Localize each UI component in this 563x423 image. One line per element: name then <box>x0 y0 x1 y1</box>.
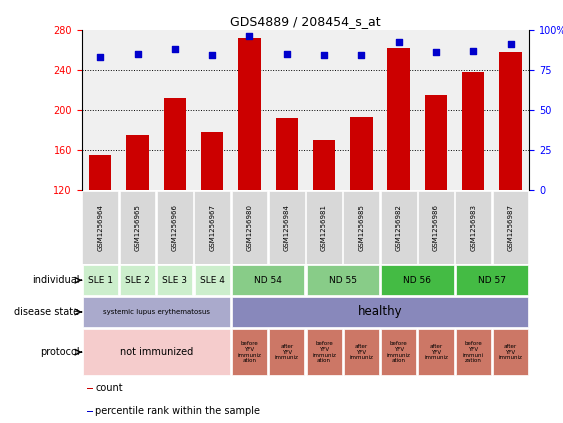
Text: GSM1256981: GSM1256981 <box>321 204 327 251</box>
Text: individual: individual <box>32 275 79 285</box>
Text: count: count <box>95 383 123 393</box>
Point <box>96 54 105 60</box>
Text: GSM1256984: GSM1256984 <box>284 204 290 251</box>
FancyBboxPatch shape <box>157 191 193 264</box>
Point <box>133 50 142 57</box>
Point <box>208 52 217 59</box>
Text: GSM1256966: GSM1256966 <box>172 204 178 251</box>
FancyBboxPatch shape <box>306 329 342 375</box>
Bar <box>499 52 522 190</box>
Text: SLE 3: SLE 3 <box>162 276 187 285</box>
Text: before
YFV
immuniz
ation: before YFV immuniz ation <box>238 341 261 363</box>
FancyBboxPatch shape <box>418 329 454 375</box>
Point <box>245 33 254 39</box>
Point <box>431 49 440 55</box>
Point <box>320 52 329 59</box>
FancyBboxPatch shape <box>194 191 230 264</box>
Point <box>506 41 515 47</box>
FancyBboxPatch shape <box>343 191 379 264</box>
FancyBboxPatch shape <box>120 265 155 295</box>
FancyBboxPatch shape <box>232 329 267 375</box>
FancyBboxPatch shape <box>269 191 305 264</box>
Text: SLE 2: SLE 2 <box>125 276 150 285</box>
Text: GSM1256987: GSM1256987 <box>508 204 513 251</box>
FancyBboxPatch shape <box>157 265 193 295</box>
FancyBboxPatch shape <box>381 329 416 375</box>
Text: ND 54: ND 54 <box>254 276 282 285</box>
Text: GSM1256964: GSM1256964 <box>97 204 103 251</box>
Text: ND 55: ND 55 <box>329 276 357 285</box>
Text: ND 57: ND 57 <box>478 276 506 285</box>
Text: after
YFV
immuniz: after YFV immuniz <box>275 344 299 360</box>
FancyBboxPatch shape <box>455 191 491 264</box>
Bar <box>201 132 224 190</box>
Bar <box>425 95 447 190</box>
FancyBboxPatch shape <box>381 265 454 295</box>
Text: GSM1256985: GSM1256985 <box>359 204 364 251</box>
Bar <box>313 140 335 190</box>
FancyBboxPatch shape <box>83 329 230 375</box>
Point <box>394 39 403 46</box>
Text: not immunized: not immunized <box>119 347 193 357</box>
FancyBboxPatch shape <box>306 265 379 295</box>
Text: SLE 4: SLE 4 <box>200 276 225 285</box>
Text: ND 56: ND 56 <box>403 276 431 285</box>
FancyBboxPatch shape <box>120 191 155 264</box>
FancyBboxPatch shape <box>231 191 267 264</box>
FancyBboxPatch shape <box>83 297 230 327</box>
Bar <box>126 135 149 190</box>
FancyBboxPatch shape <box>381 191 417 264</box>
Text: GSM1256967: GSM1256967 <box>209 204 215 251</box>
Title: GDS4889 / 208454_s_at: GDS4889 / 208454_s_at <box>230 16 381 28</box>
Bar <box>350 117 373 190</box>
Text: before
YFV
immuniz
ation: before YFV immuniz ation <box>387 341 410 363</box>
Text: GSM1256965: GSM1256965 <box>135 204 141 251</box>
Text: GSM1256986: GSM1256986 <box>433 204 439 251</box>
Bar <box>238 38 261 190</box>
FancyBboxPatch shape <box>195 265 230 295</box>
FancyBboxPatch shape <box>306 191 342 264</box>
FancyBboxPatch shape <box>455 265 528 295</box>
FancyBboxPatch shape <box>82 191 118 264</box>
FancyBboxPatch shape <box>493 191 529 264</box>
Bar <box>164 98 186 190</box>
Bar <box>87 411 93 412</box>
Text: GSM1256982: GSM1256982 <box>396 204 401 251</box>
Text: percentile rank within the sample: percentile rank within the sample <box>95 406 260 416</box>
Text: before
YFV
immuniz
ation: before YFV immuniz ation <box>312 341 336 363</box>
FancyBboxPatch shape <box>493 329 528 375</box>
Point <box>357 52 366 59</box>
Text: GSM1256980: GSM1256980 <box>247 204 252 251</box>
Bar <box>275 118 298 190</box>
Text: SLE 1: SLE 1 <box>88 276 113 285</box>
Point <box>171 46 180 52</box>
Text: after
YFV
immuniz: after YFV immuniz <box>350 344 373 360</box>
FancyBboxPatch shape <box>455 329 491 375</box>
Text: disease state: disease state <box>14 307 79 317</box>
Text: after
YFV
immuniz: after YFV immuniz <box>499 344 522 360</box>
Text: systemic lupus erythematosus: systemic lupus erythematosus <box>102 309 210 315</box>
Point <box>282 50 291 57</box>
Bar <box>87 388 93 389</box>
FancyBboxPatch shape <box>418 191 454 264</box>
FancyBboxPatch shape <box>232 265 305 295</box>
Bar <box>462 72 484 190</box>
FancyBboxPatch shape <box>232 297 528 327</box>
Point <box>469 47 478 54</box>
Bar <box>387 48 410 190</box>
Text: GSM1256983: GSM1256983 <box>470 204 476 251</box>
FancyBboxPatch shape <box>83 265 118 295</box>
Text: protocol: protocol <box>40 347 79 357</box>
Text: healthy: healthy <box>358 305 403 319</box>
FancyBboxPatch shape <box>269 329 305 375</box>
Text: after
YFV
immuniz: after YFV immuniz <box>424 344 448 360</box>
Text: before
YFV
immuni
zation: before YFV immuni zation <box>463 341 484 363</box>
FancyBboxPatch shape <box>344 329 379 375</box>
Bar <box>89 155 111 190</box>
